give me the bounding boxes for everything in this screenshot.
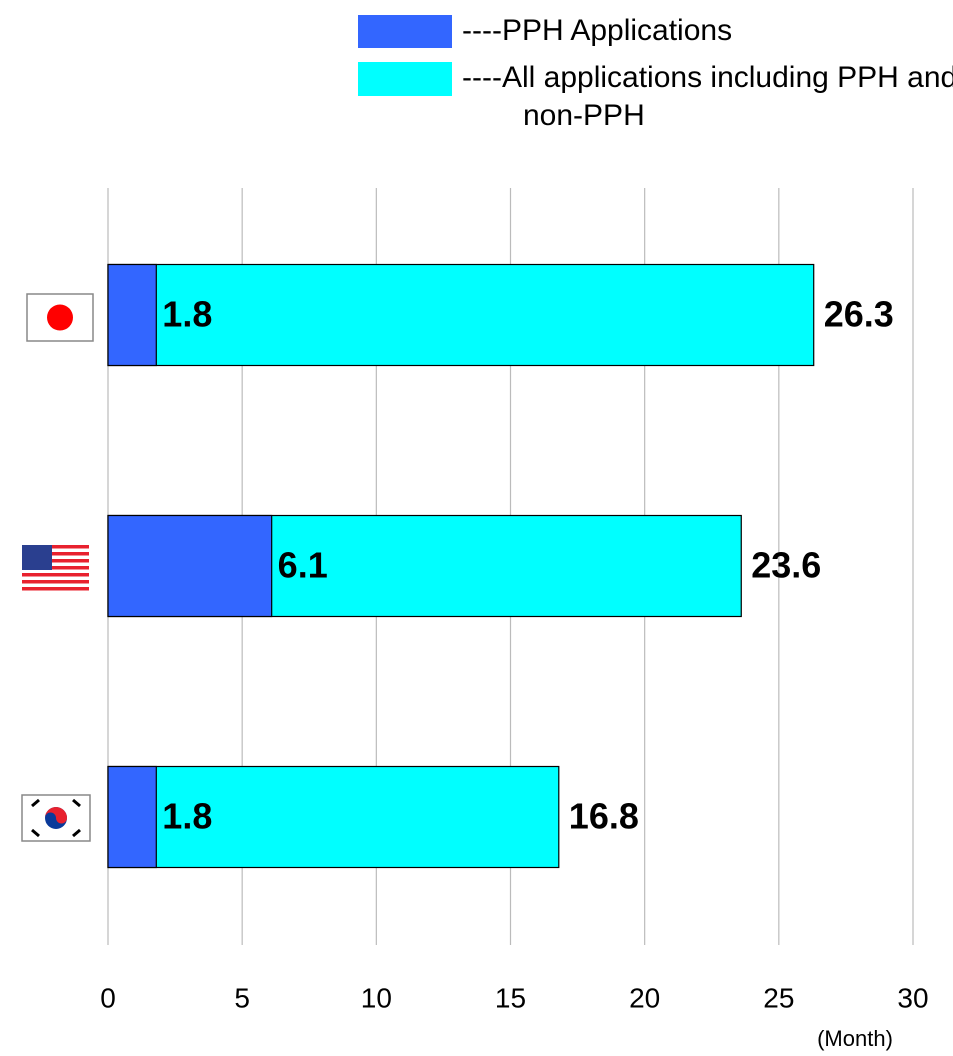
bar	[107, 263, 815, 367]
value-label: 23.6	[751, 545, 821, 586]
bar	[107, 765, 560, 869]
x-tick-label: 20	[629, 982, 660, 1013]
x-tick-label: 5	[234, 982, 250, 1013]
value-label: 1.8	[162, 796, 212, 837]
x-tick-label: 15	[495, 982, 526, 1013]
value-label: 16.8	[569, 796, 639, 837]
bar	[107, 514, 273, 618]
value-label: 26.3	[824, 294, 894, 335]
value-label: 1.8	[162, 294, 212, 335]
value-label: 6.1	[278, 545, 328, 586]
bar	[107, 263, 157, 367]
x-tick-label: 30	[897, 982, 928, 1013]
legend-entry: ----PPH Applications	[462, 14, 733, 47]
flag-usa	[22, 545, 89, 591]
flag-japan	[26, 293, 94, 342]
x-axis-label: (Month)	[817, 1026, 893, 1051]
legend-swatch	[358, 15, 452, 48]
x-tick-label: 25	[763, 982, 794, 1013]
legend-entry: ----All applications including PPH and n…	[462, 61, 953, 132]
bar	[107, 765, 157, 869]
x-tick-label: 10	[361, 982, 392, 1013]
flag-korea	[21, 794, 91, 842]
legend-swatch	[358, 62, 452, 96]
x-tick-label: 0	[100, 982, 116, 1013]
